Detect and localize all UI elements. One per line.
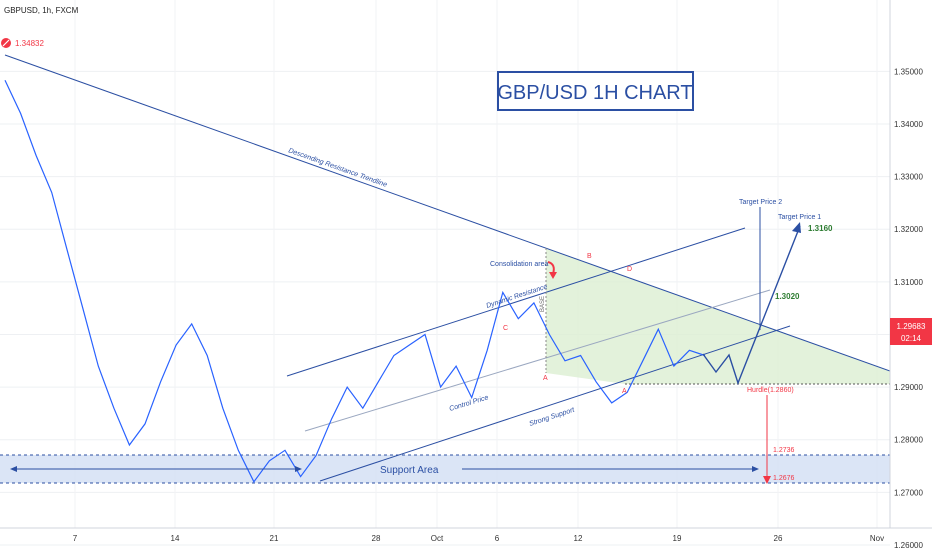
base-label: BASE (540, 296, 546, 312)
support-arrow-right-head (752, 466, 759, 472)
projected-arrow-head (792, 222, 801, 233)
y-tick-label: 1.28000 (894, 436, 923, 445)
x-tick-label: 26 (774, 534, 783, 543)
x-tick-label: 28 (372, 534, 381, 543)
y-tick-label: 1.34000 (894, 120, 923, 129)
current-price-label: 1.29683 (897, 322, 926, 331)
level-hurdle: Hurdle(1.2860) (747, 387, 794, 394)
support-area-label: Support Area (380, 465, 439, 476)
symbol-header: GBPUSD, 1h, FXCM (4, 6, 79, 15)
point-b-label: B (587, 253, 592, 260)
downside-arrow-head (763, 476, 771, 484)
x-tick-label: 7 (73, 534, 78, 543)
support-arrow-left-head-l (10, 466, 17, 472)
current-price-tag (890, 318, 932, 345)
level-1-3160: 1.3160 (808, 224, 833, 233)
level-1-2676: 1.2676 (773, 475, 795, 482)
consolidation-label: Consolidation area (490, 261, 548, 268)
consolidation-triangle (546, 248, 890, 384)
countdown-label: 02:14 (901, 334, 922, 343)
x-tick-label: Nov (870, 534, 884, 543)
point-a2-label: A (622, 388, 627, 395)
chart-grid (0, 0, 890, 546)
y-tick-label: 1.35000 (894, 67, 923, 76)
title-box-text: GBP/USD 1H CHART (497, 82, 692, 104)
x-tick-label: 12 (574, 534, 583, 543)
support-arrow-left-head-r (295, 466, 302, 472)
y-tick-label: 1.32000 (894, 225, 923, 234)
dynamic-resistance-label: Dynamic Resistance (485, 283, 548, 309)
point-a1-label: A (543, 375, 548, 382)
target-2-label: Target Price 2 (739, 199, 782, 206)
descending-resistance-trendline[interactable] (4, 54, 891, 372)
high-marker-slash (2, 39, 10, 47)
x-tick-label: 14 (171, 534, 180, 543)
level-1-3020: 1.3020 (775, 292, 800, 301)
control-price-line[interactable] (304, 289, 771, 432)
x-tick-label: 6 (495, 534, 500, 543)
target-1-label: Target Price 1 (778, 214, 821, 221)
strong-support-line[interactable] (319, 325, 791, 482)
title-box (497, 71, 694, 111)
dynamic-resistance-line[interactable] (286, 227, 746, 377)
descending-resistance-label: Descending Resistance Trendline (287, 147, 388, 189)
price-axis[interactable]: 1.350001.340001.330001.320001.310001.300… (894, 67, 923, 550)
x-tick-label: 21 (270, 534, 279, 543)
x-tick-label: 19 (673, 534, 682, 543)
point-c-label: C (503, 325, 508, 332)
y-tick-label: 1.27000 (894, 488, 923, 497)
time-axis[interactable]: 7 14 21 28 Oct 6 12 19 26 Nov (73, 534, 884, 543)
high-marker-label: 1.34832 (15, 39, 44, 48)
y-tick-label: 1.26000 (894, 541, 923, 550)
price-path (4, 80, 706, 483)
level-1-2736: 1.2736 (773, 447, 795, 454)
y-tick-label: 1.31000 (894, 278, 923, 287)
control-price-label: Control Price (449, 394, 490, 413)
consolidation-down-arrow-head (549, 272, 557, 279)
x-tick-label: Oct (431, 534, 444, 543)
y-tick-label: 1.29000 (894, 383, 923, 392)
projected-path (702, 225, 801, 386)
point-d-label: D (627, 266, 632, 273)
y-tick-label: 1.33000 (894, 173, 923, 182)
